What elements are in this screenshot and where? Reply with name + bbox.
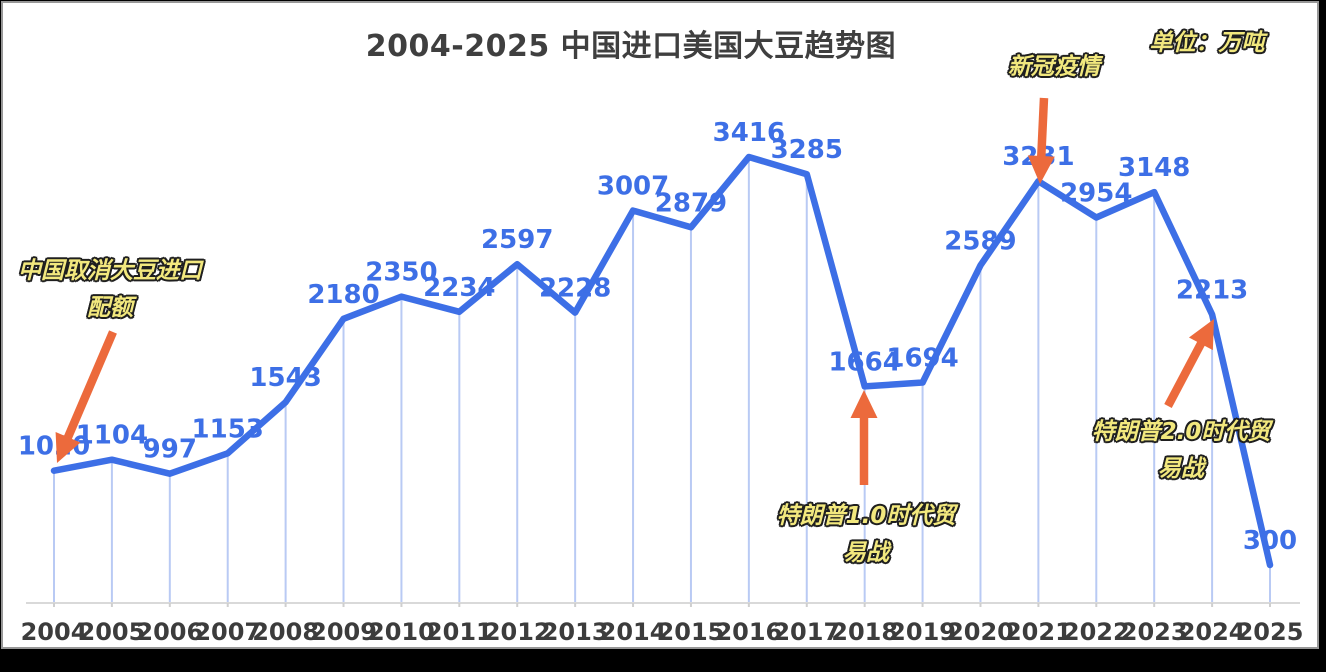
x-axis-year-label: 2014 bbox=[600, 618, 667, 646]
x-axis-year-label: 2013 bbox=[542, 618, 609, 646]
annotation-line: 易战 bbox=[843, 540, 889, 566]
x-axis-year-label: 2004 bbox=[21, 618, 88, 646]
x-axis-year-label: 2015 bbox=[658, 618, 725, 646]
annotation-arrowhead-trump2 bbox=[1188, 319, 1214, 351]
data-label: 1020 bbox=[18, 432, 90, 462]
x-axis-year-label: 2025 bbox=[1237, 618, 1304, 646]
data-label: 3416 bbox=[713, 118, 785, 148]
data-label: 2879 bbox=[655, 188, 727, 218]
x-axis-year-label: 2009 bbox=[310, 618, 377, 646]
chart-title: 2004-2025 中国进口美国大豆趋势图 bbox=[365, 29, 897, 64]
annotation-trump2: 特朗普2.0时代贸 易战 bbox=[1092, 414, 1271, 488]
data-label: 997 bbox=[143, 435, 197, 465]
data-label: 2597 bbox=[481, 225, 553, 255]
annotation-line: 特朗普1.0时代贸 bbox=[776, 503, 956, 529]
x-axis-year-label: 2012 bbox=[484, 618, 551, 646]
data-label: 2954 bbox=[1060, 178, 1132, 208]
x-axis-year-label: 2010 bbox=[368, 618, 435, 646]
annotation-trump1: 特朗普1.0时代贸 易战 bbox=[777, 498, 956, 572]
x-axis-year-label: 2016 bbox=[715, 618, 782, 646]
unit-label: 单位：万吨 bbox=[1149, 30, 1265, 56]
x-axis-year-label: 2006 bbox=[136, 618, 203, 646]
annotation-line: 易战 bbox=[1158, 456, 1204, 482]
data-label: 3148 bbox=[1118, 153, 1190, 183]
x-axis-year-label: 2007 bbox=[194, 618, 261, 646]
data-label: 2234 bbox=[423, 273, 495, 303]
trend-line bbox=[50, 153, 1274, 569]
data-label: 2228 bbox=[539, 274, 611, 304]
data-label: 1153 bbox=[192, 414, 264, 444]
x-axis-year-label: 2022 bbox=[1063, 618, 1130, 646]
annotation-arrow-shaft-covid bbox=[1036, 97, 1049, 162]
data-label: 2589 bbox=[944, 226, 1016, 256]
data-label: 3285 bbox=[771, 135, 843, 165]
data-label: 2350 bbox=[365, 258, 437, 288]
data-label: 300 bbox=[1243, 526, 1297, 556]
annotation-quota: 中国取消大豆进口 配额 bbox=[18, 253, 202, 327]
x-axis-year-label: 2005 bbox=[79, 618, 146, 646]
x-axis-year-label: 2017 bbox=[773, 618, 840, 646]
data-label: 2213 bbox=[1176, 276, 1248, 306]
x-axis-year-label: 2018 bbox=[831, 618, 898, 646]
chart-panel bbox=[1, 1, 1319, 649]
annotation-line: 配额 bbox=[87, 295, 133, 321]
x-axis-year-label: 2020 bbox=[947, 618, 1014, 646]
annotation-arrow-shaft-trump2 bbox=[1164, 337, 1208, 408]
annotation-arrow-shaft-quota bbox=[62, 330, 117, 444]
data-label: 2180 bbox=[307, 280, 379, 310]
annotation-line: 新冠疫情 bbox=[1008, 54, 1100, 80]
x-axis-year-label: 2019 bbox=[889, 618, 956, 646]
annotation-line: 中国取消大豆进口 bbox=[18, 258, 202, 284]
x-axis-year-label: 2011 bbox=[426, 618, 493, 646]
data-label: 1664 bbox=[828, 347, 900, 377]
annotation-arrowhead-trump1 bbox=[850, 390, 878, 418]
annotation-arrowhead-quota bbox=[55, 431, 81, 463]
data-label: 1694 bbox=[886, 343, 958, 373]
annotation-line: 特朗普2.0时代贸 bbox=[1091, 419, 1271, 445]
annotation-arrowhead-covid bbox=[1027, 155, 1055, 184]
data-label: 1543 bbox=[249, 363, 321, 393]
x-axis-year-label: 2023 bbox=[1121, 618, 1188, 646]
x-axis-year-label: 2024 bbox=[1179, 618, 1246, 646]
x-axis-year-label: 2008 bbox=[252, 618, 319, 646]
data-label: 3007 bbox=[597, 172, 669, 202]
annotation-covid: 新冠疫情 bbox=[1008, 49, 1100, 86]
x-axis-year-label: 2021 bbox=[1005, 618, 1072, 646]
data-label: 1104 bbox=[76, 421, 148, 451]
